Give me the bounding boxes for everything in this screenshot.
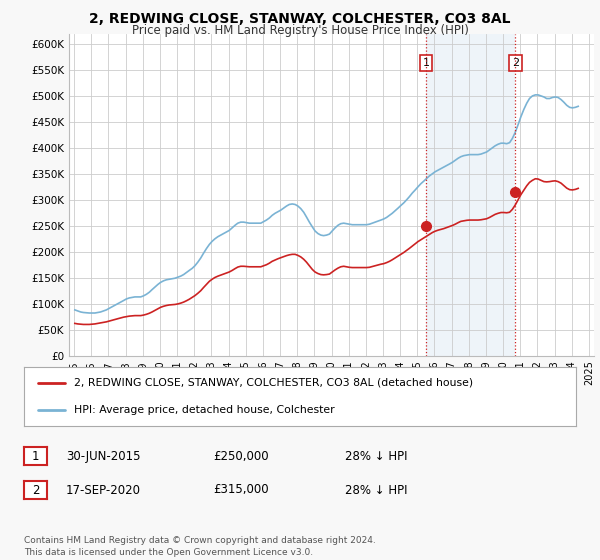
- Text: 2: 2: [512, 58, 519, 68]
- Text: Price paid vs. HM Land Registry's House Price Index (HPI): Price paid vs. HM Land Registry's House …: [131, 24, 469, 36]
- Text: £250,000: £250,000: [213, 450, 269, 463]
- Text: 1: 1: [422, 58, 430, 68]
- Text: £315,000: £315,000: [213, 483, 269, 497]
- Text: 2, REDWING CLOSE, STANWAY, COLCHESTER, CO3 8AL (detached house): 2, REDWING CLOSE, STANWAY, COLCHESTER, C…: [74, 377, 473, 388]
- Text: 30-JUN-2015: 30-JUN-2015: [66, 450, 140, 463]
- Text: HPI: Average price, detached house, Colchester: HPI: Average price, detached house, Colc…: [74, 405, 334, 415]
- Text: 2: 2: [32, 483, 39, 497]
- Text: Contains HM Land Registry data © Crown copyright and database right 2024.
This d: Contains HM Land Registry data © Crown c…: [24, 536, 376, 557]
- Bar: [426, 34, 515, 356]
- Text: 28% ↓ HPI: 28% ↓ HPI: [345, 450, 407, 463]
- Text: 17-SEP-2020: 17-SEP-2020: [66, 483, 141, 497]
- Text: 28% ↓ HPI: 28% ↓ HPI: [345, 483, 407, 497]
- Text: 1: 1: [32, 450, 39, 463]
- Text: 2, REDWING CLOSE, STANWAY, COLCHESTER, CO3 8AL: 2, REDWING CLOSE, STANWAY, COLCHESTER, C…: [89, 12, 511, 26]
